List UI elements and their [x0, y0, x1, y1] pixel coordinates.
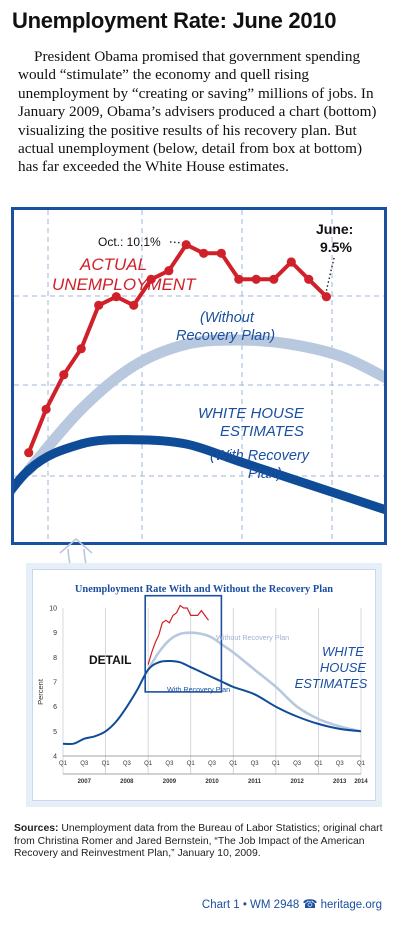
without-plan-label-line1: (Without: [200, 310, 255, 326]
orig-wh-line1: WHITE: [322, 644, 364, 659]
white-house-label-line2: ESTIMATES: [220, 423, 304, 440]
x-tick-label: Q3: [293, 761, 302, 767]
actual-data-point: [321, 292, 331, 302]
y-axis-label: Percent: [36, 678, 45, 705]
orig-wh-line2: HOUSE: [320, 660, 367, 675]
actual-data-point: [181, 240, 191, 250]
actual-data-point: [59, 370, 69, 380]
x-tick-label: Q1: [357, 761, 366, 767]
y-tick-label: 7: [53, 680, 57, 687]
detail-zoom-chart: ACTUAL UNEMPLOYMENT Oct.: 10.1% June: 9.…: [11, 207, 387, 545]
year-label: 2007: [78, 779, 92, 785]
year-label: 2012: [290, 779, 304, 785]
intro-paragraph: President Obama promised that government…: [18, 48, 377, 176]
chart-credit: Chart 1 • WM 2948 ☎ heritage.org: [202, 897, 382, 911]
actual-data-point: [129, 300, 139, 310]
y-tick-labels: 4 5 6 7 8 9 10: [49, 606, 57, 761]
year-label: 2009: [163, 779, 177, 785]
june-leader: [325, 257, 335, 291]
y-tick-label: 10: [49, 606, 57, 613]
actual-label-line1: ACTUAL: [79, 255, 147, 274]
actual-data-point: [234, 274, 244, 284]
credit-separator: •: [242, 899, 247, 911]
oct-callout: Oct.: 10.1%: [98, 235, 161, 249]
y-tick-label: 4: [53, 754, 57, 761]
x-tick-label: Q1: [59, 761, 68, 767]
without-plan-line: [23, 334, 384, 476]
x-tick-labels: Q1 Q3 Q1 Q3 Q1 Q3 Q1 Q3 Q1 Q3 Q1 Q3 Q1 Q3 Q1: [59, 761, 366, 767]
x-tick-label: Q1: [229, 761, 238, 767]
year-label: 2008: [120, 779, 134, 785]
x-tick-label: Q3: [251, 761, 260, 767]
sources-note: Sources: Unemployment data from the Bure…: [14, 823, 388, 861]
year-label: 2010: [205, 779, 219, 785]
callout-leaders: [169, 241, 335, 291]
y-tick-label: 8: [53, 655, 57, 662]
without-plan-label-line2: Recovery Plan): [176, 328, 275, 344]
orig-without-plan-line: [146, 631, 362, 733]
y-tick-label: 5: [53, 729, 57, 736]
sources-text: Unemployment data from the Bureau of Lab…: [14, 823, 383, 860]
original-chart-panel: Unemployment Rate With and Without the R…: [32, 569, 376, 801]
sources-label: Sources:: [14, 823, 59, 834]
actual-data-point: [216, 248, 226, 258]
x-tick-label: Q3: [165, 761, 174, 767]
x-tick-label: Q3: [336, 761, 345, 767]
year-labels: 2007 2008 2009 2010 2011 2012 2013 2014: [78, 779, 369, 785]
year-label: 2011: [248, 779, 262, 785]
actual-data-point: [304, 274, 314, 284]
orig-with-plan-line: [62, 659, 362, 746]
june-callout-line1: June:: [316, 221, 353, 237]
orig-with-label: With Recovery Plan: [167, 685, 230, 694]
x-tick-label: Q3: [80, 761, 89, 767]
june-callout-line2: 9.5%: [320, 239, 352, 255]
actual-data-point: [251, 274, 261, 284]
actual-data-point: [269, 274, 279, 284]
actual-data-point: [94, 300, 104, 310]
site-name: heritage.org: [320, 899, 382, 911]
x-tick-label: Q3: [123, 761, 132, 767]
detail-zoom-svg: ACTUAL UNEMPLOYMENT Oct.: 10.1% June: 9.…: [14, 210, 384, 542]
actual-data-point: [146, 274, 156, 284]
original-chart-grid: [62, 608, 362, 775]
wm-number: WM 2948: [250, 899, 300, 911]
orig-wh-line3: ESTIMATES: [295, 676, 368, 691]
x-tick-label: Q1: [272, 761, 281, 767]
x-tick-label: Q1: [144, 761, 153, 767]
original-chart-svg: Unemployment Rate With and Without the R…: [36, 584, 369, 785]
y-tick-label: 6: [53, 704, 57, 711]
actual-data-point: [199, 248, 209, 258]
actual-data-point: [41, 404, 51, 414]
detail-box: [144, 594, 223, 693]
x-tick-label: Q3: [208, 761, 217, 767]
actual-data-point: [286, 257, 296, 267]
chart-number: Chart 1: [201, 899, 240, 911]
actual-data-point: [164, 266, 174, 276]
with-plan-label-line2: Plan): [248, 466, 282, 482]
actual-data-point: [24, 448, 34, 458]
year-label: 2014: [354, 779, 368, 785]
oct-leader: [169, 241, 181, 244]
phone-icon: ☎: [302, 897, 318, 911]
x-tick-label: Q1: [314, 761, 323, 767]
orig-actual-line: [147, 604, 209, 665]
detail-label: DETAIL: [89, 653, 131, 667]
white-house-label-line1: WHITE HOUSE: [198, 405, 305, 422]
x-tick-label: Q1: [102, 761, 111, 767]
with-plan-line: [14, 435, 384, 515]
year-label: 2013: [333, 779, 347, 785]
page-title: Unemployment Rate: June 2010: [12, 8, 337, 33]
actual-data-point: [76, 344, 86, 354]
with-plan-label-line1: (With Recovery: [210, 448, 310, 464]
x-tick-label: Q1: [187, 761, 196, 767]
actual-data-point: [111, 292, 121, 302]
y-tick-label: 9: [53, 630, 57, 637]
original-chart-title: Unemployment Rate With and Without the R…: [75, 584, 333, 595]
connector-arrowhead: [59, 537, 93, 554]
orig-without-label: Without Recovery Plan: [216, 633, 289, 642]
actual-label-line2: UNEMPLOYMENT: [52, 275, 197, 294]
actual-unemployment-points: [24, 240, 331, 458]
